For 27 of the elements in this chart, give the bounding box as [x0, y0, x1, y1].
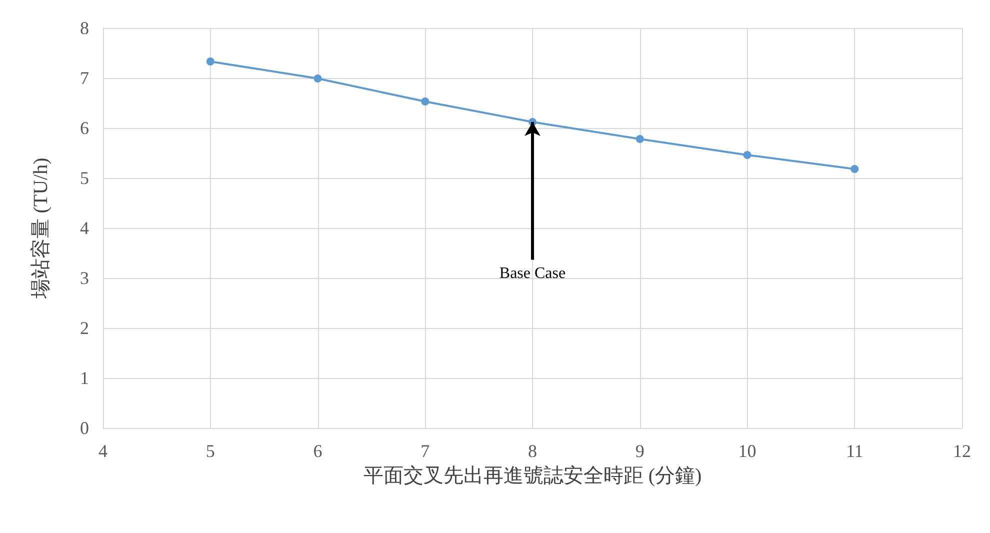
y-tick-label: 6 — [80, 118, 89, 138]
y-tick-label: 2 — [80, 318, 89, 338]
point — [636, 135, 644, 143]
y-tick-label: 1 — [80, 368, 89, 388]
point — [314, 74, 322, 82]
y-tick-label: 4 — [80, 218, 89, 238]
x-tick-label: 5 — [206, 441, 215, 461]
point — [743, 151, 752, 159]
y-tick-label: 7 — [80, 68, 89, 88]
y-tick-label: 8 — [80, 18, 89, 38]
y-tick-label: 3 — [80, 268, 89, 288]
y-axis-title: 場站容量 (TU/h) — [30, 158, 52, 300]
point — [850, 165, 859, 173]
x-tick-label: 11 — [846, 441, 864, 461]
annotation: Base Case — [499, 265, 566, 282]
x-tick-label: 7 — [420, 441, 430, 461]
y-tick-label: 0 — [80, 418, 89, 438]
point — [421, 98, 430, 106]
x-tick-label: 4 — [98, 441, 108, 461]
x-tick-label: 9 — [635, 441, 644, 461]
y-tick-label: 5 — [80, 168, 89, 188]
point — [206, 58, 214, 66]
x-axis-title: 平面交叉先出再進號誌安全時距 (分鐘) — [363, 465, 702, 487]
x-tick-label: 12 — [953, 441, 971, 461]
x-tick-label: 8 — [528, 441, 537, 461]
x-tick-label: 10 — [738, 441, 756, 461]
x-tick-label: 6 — [313, 441, 322, 461]
